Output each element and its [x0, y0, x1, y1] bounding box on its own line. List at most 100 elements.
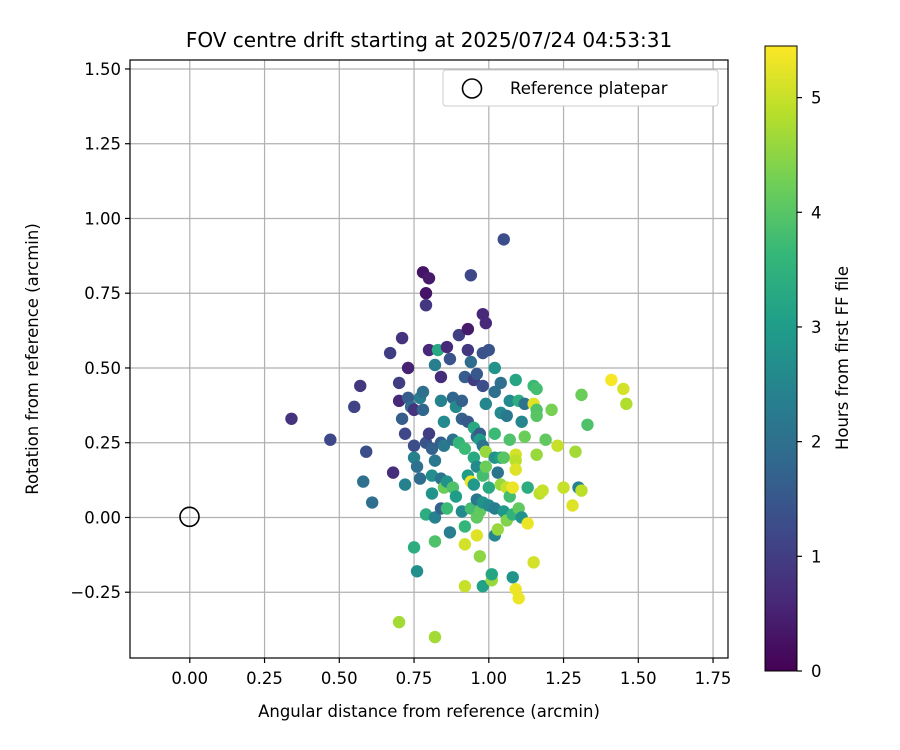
data-point [407, 403, 421, 417]
data-point [557, 481, 570, 494]
data-point [428, 358, 442, 372]
legend-label: Reference platepar [510, 79, 668, 98]
data-point [500, 409, 513, 423]
data-point [491, 466, 504, 479]
colorbar-tick-label: 5 [811, 89, 822, 108]
data-point [434, 394, 448, 408]
data-point [467, 478, 481, 491]
data-point [425, 487, 439, 500]
x-tick-label: 1.00 [470, 669, 507, 688]
data-point [419, 298, 433, 312]
data-point [539, 433, 552, 446]
data-point [530, 409, 543, 423]
data-point [383, 346, 397, 360]
x-tick-label: 1.50 [620, 669, 657, 688]
data-point [428, 454, 442, 467]
data-point [452, 328, 466, 342]
x-axis-ticks: 0.00 0.25 0.50 0.75 1.00 1.25 1.50 1.75 [171, 658, 731, 688]
data-point [455, 394, 469, 408]
data-point [494, 376, 507, 390]
data-point [518, 430, 531, 443]
data-point [503, 433, 516, 446]
data-point [536, 484, 549, 497]
y-tick-label: −0.25 [70, 583, 121, 602]
data-point [437, 415, 451, 428]
data-point [398, 478, 412, 491]
data-point [464, 269, 478, 282]
data-point [512, 592, 525, 605]
colorbar-tick-label: 0 [811, 662, 822, 681]
data-point [386, 466, 400, 479]
data-point [354, 379, 367, 393]
data-point [482, 481, 495, 494]
colorbar-tick-label: 2 [811, 433, 822, 452]
data-point [476, 580, 490, 593]
legend-marker-icon [461, 78, 483, 99]
data-point [425, 442, 439, 455]
data-point [479, 445, 493, 458]
data-point [488, 427, 501, 440]
reference-platepar-marker [179, 506, 200, 528]
data-point [485, 568, 498, 581]
data-point [428, 511, 442, 524]
data-point [437, 439, 451, 452]
data-point [566, 499, 579, 512]
plot-frame [129, 59, 729, 659]
data-point [470, 460, 484, 473]
data-point [521, 517, 534, 530]
colorbar [764, 45, 798, 672]
x-tick-label: 0.25 [246, 669, 283, 688]
data-point [506, 481, 519, 494]
data-point [392, 615, 406, 629]
y-tick-label: 0.75 [84, 284, 121, 303]
y-tick-label: 1.25 [84, 135, 121, 154]
data-point [360, 445, 373, 458]
data-point [509, 454, 522, 467]
data-point [530, 382, 543, 396]
data-point [443, 352, 457, 366]
data-point [410, 565, 424, 578]
data-point [518, 397, 531, 411]
data-point [470, 367, 484, 381]
data-point [581, 418, 594, 431]
data-point [428, 535, 442, 548]
data-point [422, 343, 436, 357]
scatter-points [285, 233, 633, 644]
data-point [527, 556, 540, 569]
colorbar-tick-label: 1 [811, 547, 822, 566]
chart-title: FOV centre drift starting at 2025/07/24 … [186, 28, 672, 52]
data-point [395, 331, 409, 345]
colorbar-tick-label: 3 [811, 318, 822, 337]
data-point [497, 233, 510, 246]
data-point [503, 394, 516, 408]
data-point [488, 385, 501, 399]
data-point [434, 370, 448, 384]
data-point [458, 538, 472, 551]
data-point [497, 451, 510, 464]
data-point [509, 463, 522, 476]
y-axis-label: Rotation from reference (arcmin) [23, 223, 42, 495]
data-point [464, 355, 478, 369]
x-tick-label: 1.75 [695, 669, 732, 688]
data-point [470, 529, 484, 542]
data-point [407, 439, 421, 452]
data-point [482, 343, 495, 357]
y-tick-label: 0.25 [84, 434, 121, 453]
colorbar-tick-label: 4 [811, 203, 822, 222]
data-point [443, 526, 457, 539]
data-point [357, 475, 370, 488]
data-point [491, 523, 504, 536]
data-point [461, 343, 475, 357]
legend-frame [442, 69, 719, 107]
data-point [521, 481, 534, 494]
data-point [324, 433, 337, 446]
data-point [440, 340, 454, 354]
data-point [422, 272, 436, 285]
data-point [458, 442, 472, 455]
data-point [620, 397, 633, 411]
data-point [395, 412, 409, 425]
data-point [551, 439, 564, 452]
data-point [365, 496, 379, 509]
data-point [392, 376, 406, 390]
